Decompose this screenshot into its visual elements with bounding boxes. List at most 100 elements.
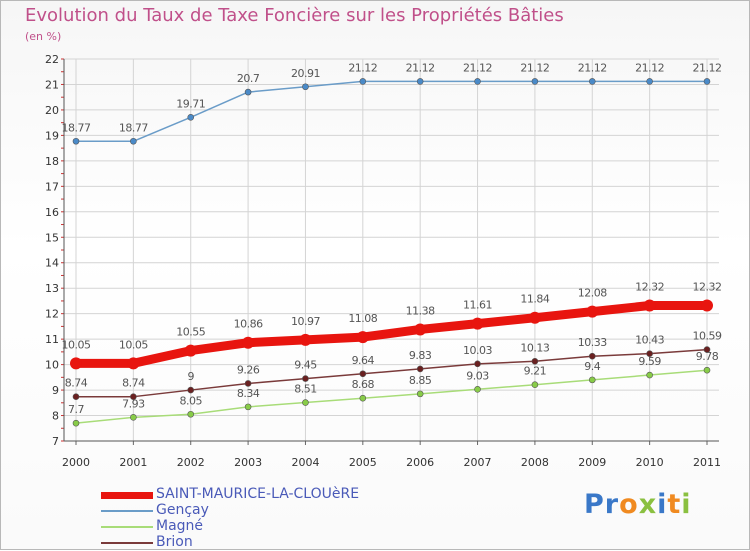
data-point [244, 88, 252, 96]
y-tick-label: 19 [45, 129, 59, 142]
data-point [130, 137, 137, 145]
x-tick-label: 2007 [464, 456, 492, 469]
y-tick-label: 17 [45, 180, 59, 193]
data-point [70, 357, 82, 370]
data-label: 7.7 [68, 403, 84, 416]
data-point [414, 323, 427, 336]
data-point [474, 386, 481, 393]
legend-label-saint-maurice: SAINT-MAURICE-LA-CLOUèRE [156, 486, 360, 502]
data-label: 9.83 [409, 349, 432, 362]
data-label: 9.78 [696, 350, 719, 363]
data-label: 7.93 [122, 397, 145, 410]
data-point [244, 403, 252, 411]
data-label: 10.43 [635, 334, 664, 347]
data-point [416, 78, 424, 85]
data-point [471, 317, 484, 330]
data-label: 9 [187, 370, 194, 383]
data-point [302, 375, 309, 382]
data-label: 21.12 [693, 61, 722, 74]
y-tick-label: 11 [45, 333, 59, 346]
data-point [187, 386, 195, 394]
data-point [703, 78, 711, 85]
y-tick-label: 16 [45, 206, 59, 219]
legend-label-brion: Brion [156, 534, 193, 550]
unit-label: (en %) [25, 30, 62, 43]
series-line [75, 348, 708, 398]
data-point [299, 333, 312, 346]
data-label: 10.55 [176, 326, 205, 339]
data-point [416, 390, 424, 398]
y-tick-label: 12 [45, 308, 59, 321]
data-label: 12.08 [578, 287, 607, 300]
data-point [359, 370, 367, 378]
data-point [302, 399, 309, 406]
data-point [531, 78, 539, 85]
legend-swatch-saint-maurice [101, 492, 153, 499]
data-point [187, 114, 195, 121]
data-label: 10.03 [463, 344, 492, 357]
y-tick-label: 15 [45, 231, 59, 244]
data-label: 12.32 [635, 281, 664, 294]
data-label: 9.45 [294, 359, 317, 372]
y-tick-label: 13 [45, 282, 59, 295]
data-point [359, 394, 367, 402]
data-point [130, 393, 137, 400]
chart-title: Evolution du Taux de Taxe Foncière sur l… [25, 5, 564, 26]
data-label: 8.74 [122, 377, 145, 390]
data-point [531, 357, 539, 365]
series-line [75, 369, 708, 424]
data-label: 11.84 [520, 293, 549, 306]
data-point [127, 357, 140, 370]
series-line [75, 80, 708, 143]
data-point [703, 346, 711, 353]
series-line [71, 301, 712, 368]
data-label: 10.86 [234, 318, 263, 331]
data-label: 18.77 [62, 121, 91, 134]
logo-letter: r [604, 489, 620, 520]
data-label: 9.59 [638, 355, 661, 368]
data-point [646, 371, 653, 379]
legend-swatch-gencay [101, 510, 153, 512]
data-label: 8.68 [352, 378, 375, 391]
data-point [244, 380, 252, 387]
data-label: 12.32 [693, 281, 722, 294]
data-label: 10.05 [119, 338, 148, 351]
x-tick-label: 2005 [349, 456, 377, 469]
y-tick-label: 9 [52, 384, 59, 397]
data-point [184, 344, 197, 357]
data-point [302, 83, 309, 91]
data-point [588, 78, 596, 85]
x-tick-label: 2001 [119, 456, 147, 469]
legend-swatch-magne [101, 526, 153, 528]
proxiti-logo: Proxiti [584, 489, 692, 520]
data-point [72, 137, 80, 145]
data-label: 10.59 [693, 330, 722, 343]
data-label: 21.12 [578, 61, 607, 74]
data-label: 8.51 [294, 383, 317, 396]
data-point [643, 299, 656, 312]
data-point [242, 336, 255, 349]
data-label: 11.38 [406, 304, 435, 317]
data-label: 9.03 [466, 369, 489, 382]
data-label: 10.97 [291, 315, 320, 328]
legend-label-gencay: Gençay [156, 502, 209, 518]
y-tick-label: 18 [45, 155, 59, 168]
logo-letter: i [681, 489, 692, 520]
x-tick-label: 2004 [291, 456, 319, 469]
data-point [528, 311, 541, 324]
x-tick-label: 2002 [177, 456, 205, 469]
data-label: 21.12 [520, 61, 549, 74]
data-point [474, 78, 481, 85]
data-label: 11.08 [348, 312, 377, 325]
logo-letter: x [638, 489, 658, 520]
x-tick-label: 2011 [693, 456, 721, 469]
data-point [588, 376, 596, 384]
logo-letter: i [657, 489, 668, 520]
x-tick-label: 2006 [406, 456, 434, 469]
data-label: 10.33 [578, 336, 607, 349]
x-tick-label: 2009 [578, 456, 606, 469]
data-point [586, 305, 599, 318]
data-point [416, 365, 424, 373]
data-label: 21.12 [348, 61, 377, 74]
